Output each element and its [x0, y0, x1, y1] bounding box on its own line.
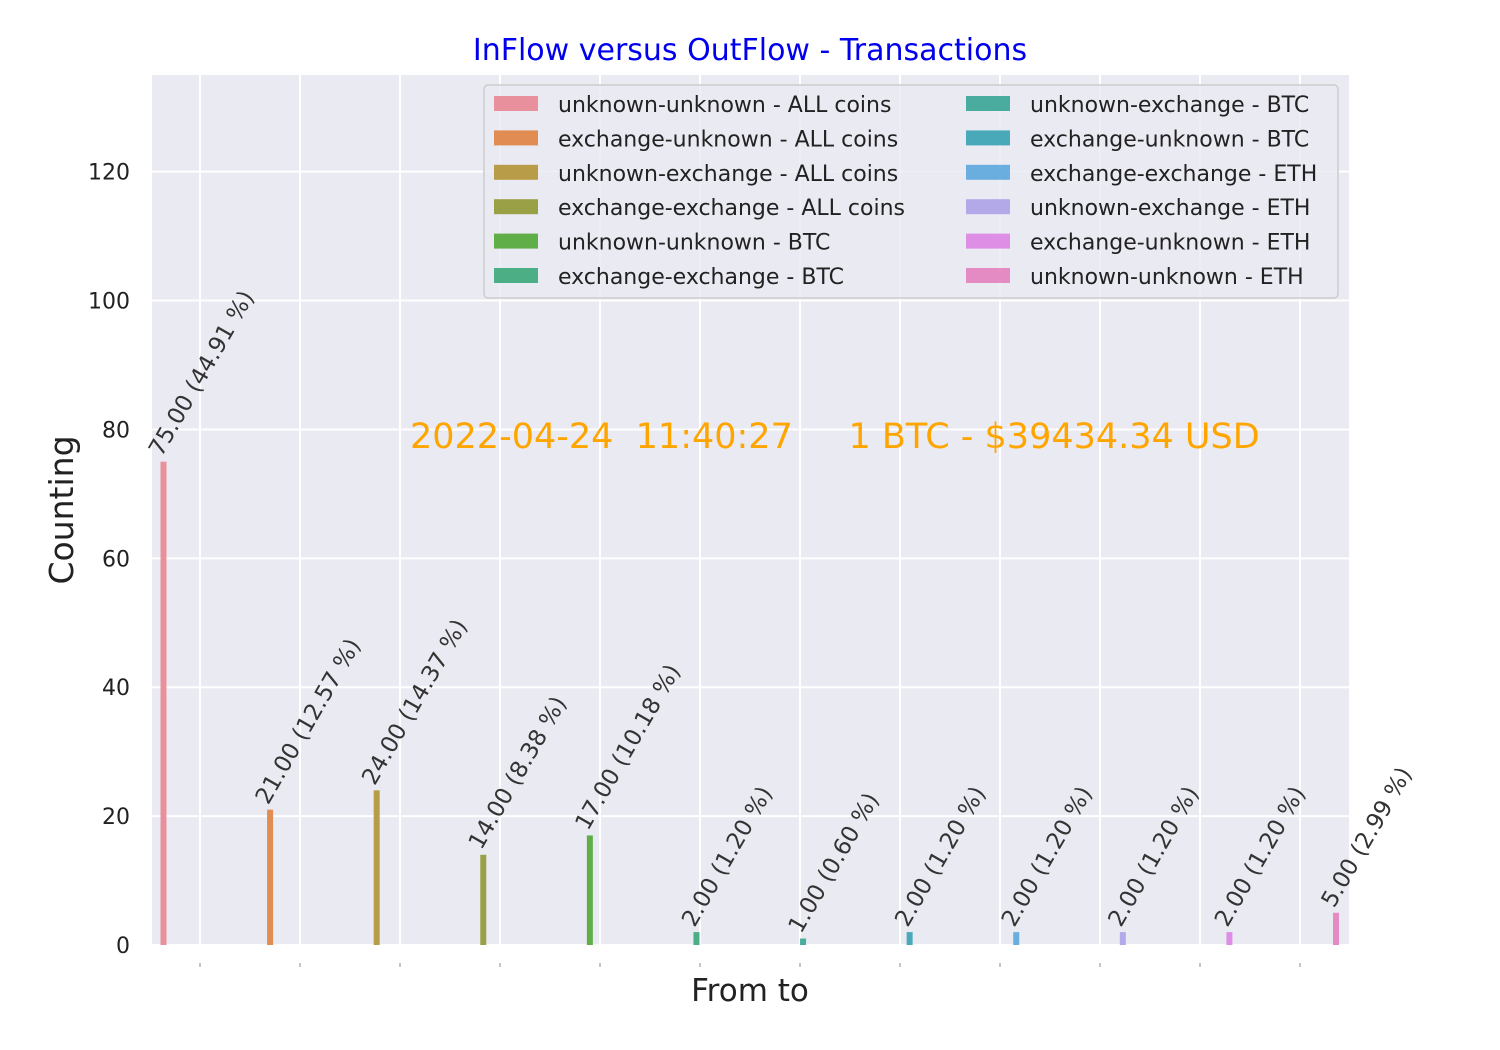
legend-swatch [494, 96, 538, 111]
legend-label: unknown-unknown - ETH [1030, 265, 1304, 290]
y-tick-label: 120 [88, 161, 130, 186]
legend-label: exchange-exchange - ALL coins [558, 196, 905, 221]
legend-swatch [966, 233, 1010, 249]
legend-label: exchange-unknown - BTC [1030, 127, 1309, 152]
x-axis-label: From to [691, 973, 809, 1009]
y-axis-label: Counting [42, 435, 81, 584]
legend-label: unknown-unknown - ALL coins [558, 93, 891, 118]
legend-label: exchange-unknown - ALL coins [558, 127, 898, 152]
grid [152, 75, 1349, 946]
bar [1226, 932, 1233, 945]
legend-swatch [494, 233, 538, 249]
y-tick-label: 40 [102, 676, 130, 701]
legend: unknown-unknown - ALL coins exchange-unkn… [483, 84, 1339, 299]
bar [160, 461, 167, 945]
legend-swatch [494, 130, 538, 146]
legend-swatch [966, 96, 1010, 111]
bar [480, 854, 487, 945]
legend-label: exchange-exchange - BTC [558, 265, 844, 290]
bar [1333, 912, 1339, 945]
legend-swatch [966, 130, 1010, 146]
legend-label: unknown-exchange - ETH [1030, 196, 1310, 221]
bar [586, 835, 593, 945]
legend-swatch [494, 268, 538, 283]
legend-swatch [966, 268, 1010, 283]
bar [906, 932, 913, 945]
bar [1119, 932, 1126, 945]
bar [267, 809, 274, 945]
y-tick-label: 20 [102, 805, 130, 830]
y-tick-label: 100 [88, 290, 130, 315]
legend-label: exchange-exchange - ETH [1030, 162, 1317, 187]
legend-swatch [494, 164, 538, 180]
bar [800, 938, 807, 945]
legend-label: exchange-unknown - ETH [1030, 231, 1310, 256]
y-tick-label: 0 [116, 934, 130, 959]
x-axis-ticks [199, 963, 1301, 967]
bar [1013, 932, 1020, 945]
chart-title: InFlow versus OutFlow - Transactions [473, 33, 1027, 68]
legend-label: unknown-exchange - BTC [1030, 93, 1309, 118]
legend-swatch [494, 199, 538, 215]
legend-swatch [966, 164, 1010, 180]
y-tick-label: 80 [102, 418, 130, 443]
bar [693, 932, 700, 945]
bar [373, 790, 380, 945]
y-tick-label: 60 [102, 547, 130, 572]
legend-label: unknown-exchange - ALL coins [558, 162, 898, 187]
bars [160, 461, 1339, 945]
y-axis: 0 20 40 60 80 100 120 [88, 161, 130, 959]
legend-label: unknown-unknown - BTC [558, 231, 830, 256]
date-price-annotation: 2022-04-24 11:40:27 1 BTC - $39434.34 US… [410, 417, 1260, 457]
legend-box [483, 84, 1339, 299]
legend-swatch [966, 199, 1010, 215]
